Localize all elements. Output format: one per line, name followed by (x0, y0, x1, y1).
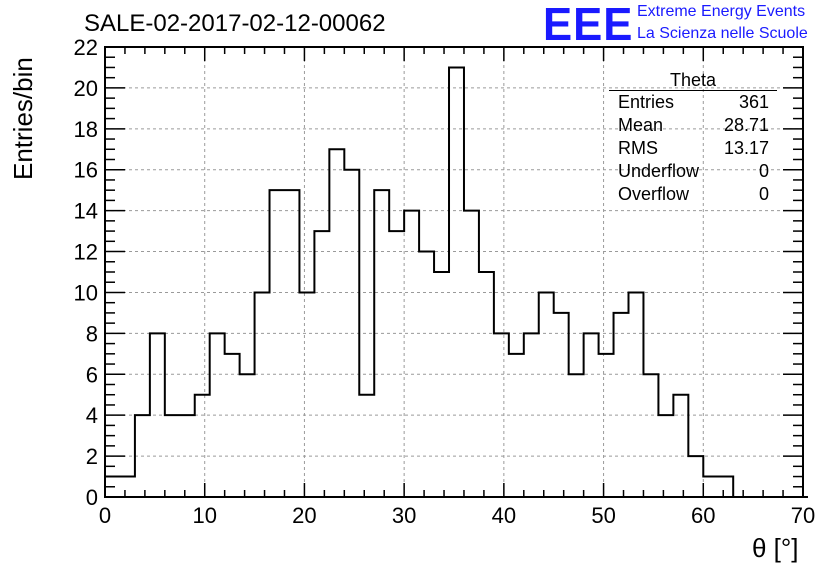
x-tick-labels: 0 10 20 30 40 50 60 70 (99, 503, 815, 528)
y-tick-label: 0 (86, 485, 98, 510)
x-tick-label: 0 (99, 503, 111, 528)
eee-logo: EEE (543, 0, 634, 50)
y-tick-label: 2 (86, 444, 98, 469)
stats-label: Mean (618, 115, 664, 135)
y-tick-label: 14 (74, 199, 98, 224)
x-tick-label: 40 (492, 503, 516, 528)
y-tick-label: 22 (74, 35, 98, 60)
stats-value: 0 (758, 184, 769, 204)
y-tick-label: 6 (86, 362, 98, 387)
stats-row-overflow: Overflow 0 (609, 183, 777, 206)
x-tick-label: 10 (192, 503, 216, 528)
y-tick-labels: 0 2 4 6 8 10 12 14 16 18 20 22 (74, 35, 98, 510)
grid-lines (105, 47, 803, 497)
axis-ticks (104, 46, 804, 498)
stats-row-mean: Mean 28.71 (609, 114, 777, 137)
x-tick-label: 60 (691, 503, 715, 528)
stats-box: Theta Entries 361 Mean 28.71 RMS 13.17 U… (609, 70, 777, 206)
y-tick-label: 12 (74, 240, 98, 265)
y-tick-label: 20 (74, 76, 98, 101)
stats-row-entries: Entries 361 (609, 91, 777, 114)
stats-value: 0 (758, 161, 769, 181)
y-tick-label: 18 (74, 117, 98, 142)
x-tick-label: 20 (292, 503, 316, 528)
x-tick-label: 50 (591, 503, 615, 528)
stats-value: 361 (738, 92, 769, 112)
stats-label: Underflow (618, 161, 700, 181)
y-tick-label: 4 (86, 403, 98, 428)
y-tick-label: 16 (74, 158, 98, 183)
y-axis-label: Entries/bin (8, 57, 38, 180)
x-tick-label: 30 (392, 503, 416, 528)
y-tick-label: 10 (74, 280, 98, 305)
stats-title: Theta (609, 70, 777, 91)
stats-label: RMS (618, 138, 658, 158)
logo-line-2: La Scienza nelle Scuole (637, 25, 808, 42)
x-tick-label: 70 (791, 503, 815, 528)
histogram-series (104, 66, 808, 498)
y-tick-label: 8 (86, 321, 98, 346)
stats-row-rms: RMS 13.17 (609, 137, 777, 160)
logo-line-1: Extreme Energy Events (637, 3, 806, 20)
stats-label: Entries (618, 92, 675, 112)
stats-row-underflow: Underflow 0 (609, 160, 777, 183)
stats-label: Overflow (618, 184, 690, 204)
x-axis-label: θ [°] (752, 533, 799, 563)
stats-value: 13.17 (723, 138, 769, 158)
stats-value: 28.71 (723, 115, 769, 135)
chart-title: SALE-02-2017-02-12-00062 (84, 10, 386, 37)
